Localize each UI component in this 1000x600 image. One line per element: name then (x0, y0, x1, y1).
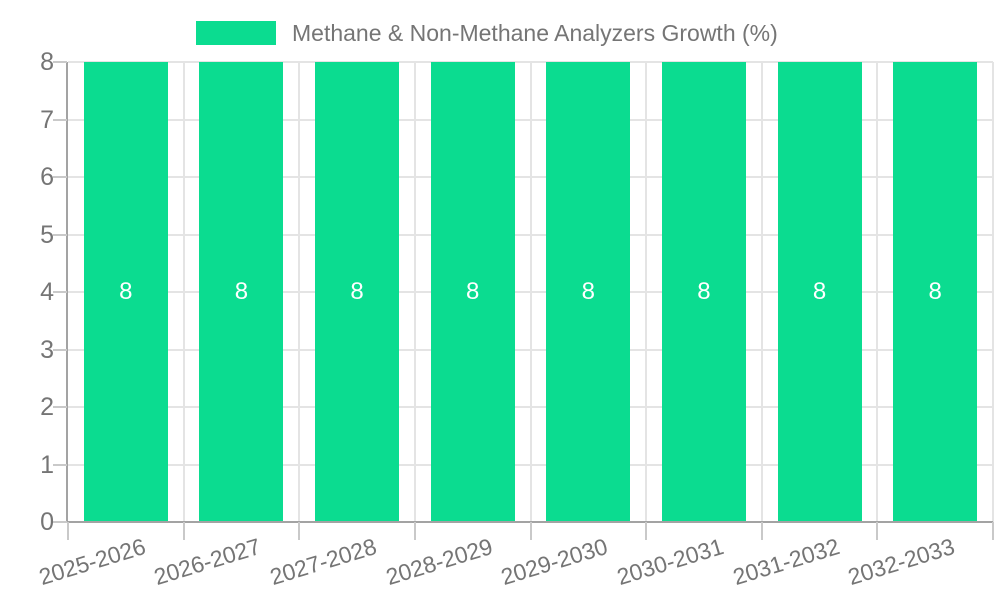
gridline-vertical (413, 62, 416, 522)
x-tick (876, 522, 879, 540)
gridline-vertical (182, 62, 185, 522)
bar-value-label: 8 (466, 278, 480, 305)
bar-value-label: 8 (234, 278, 249, 305)
y-tick-label: 6 (40, 163, 54, 191)
bar: 8 (661, 62, 746, 522)
y-tick-label: 1 (40, 450, 54, 479)
bar: 8 (199, 62, 284, 522)
legend-label: Methane & Non-Methane Analyzers Growth (… (292, 19, 778, 46)
bar: 8 (315, 62, 400, 522)
y-tick-label: 4 (40, 278, 54, 306)
gridline-vertical (298, 62, 301, 522)
y-tick-label: 8 (40, 48, 54, 76)
x-tick (182, 522, 185, 540)
y-tick-label: 7 (40, 105, 54, 134)
y-tick (53, 521, 67, 523)
y-tick-label: 3 (40, 335, 54, 364)
bar-value-label: 8 (697, 278, 711, 305)
y-tick-label: 2 (40, 393, 54, 421)
bar: 8 (83, 62, 168, 522)
x-tick (298, 522, 301, 540)
x-tick (413, 522, 416, 540)
y-tick (53, 463, 67, 466)
bar: 8 (430, 62, 515, 522)
x-tick (760, 522, 763, 540)
x-tick (67, 522, 69, 540)
y-tick (53, 233, 67, 236)
bar-value-label: 8 (812, 278, 827, 305)
gridline-vertical (529, 62, 532, 522)
y-tick (53, 291, 67, 293)
y-axis-line (66, 62, 68, 522)
y-tick (53, 118, 67, 121)
y-tick (53, 406, 67, 408)
y-tick (53, 176, 67, 178)
x-tick (645, 522, 648, 540)
legend-swatch (196, 21, 276, 45)
y-tick-label: 0 (40, 508, 54, 536)
gridline-vertical (992, 62, 994, 522)
y-tick (53, 61, 67, 63)
bar-value-label: 8 (350, 278, 364, 305)
bar: 8 (777, 62, 862, 522)
x-tick (992, 522, 994, 540)
y-tick (53, 348, 67, 351)
bar-value-label: 8 (581, 278, 595, 305)
legend: Methane & Non-Methane Analyzers Growth (… (196, 19, 778, 46)
y-tick-label: 5 (40, 220, 54, 249)
bar: 8 (546, 62, 631, 522)
gridline-vertical (645, 62, 648, 522)
bar-value-label: 8 (928, 278, 942, 305)
bar-value-label: 8 (119, 278, 133, 305)
bar: 8 (893, 62, 978, 522)
gridline-vertical (876, 62, 879, 522)
gridline-vertical (760, 62, 763, 522)
x-tick (529, 522, 532, 540)
